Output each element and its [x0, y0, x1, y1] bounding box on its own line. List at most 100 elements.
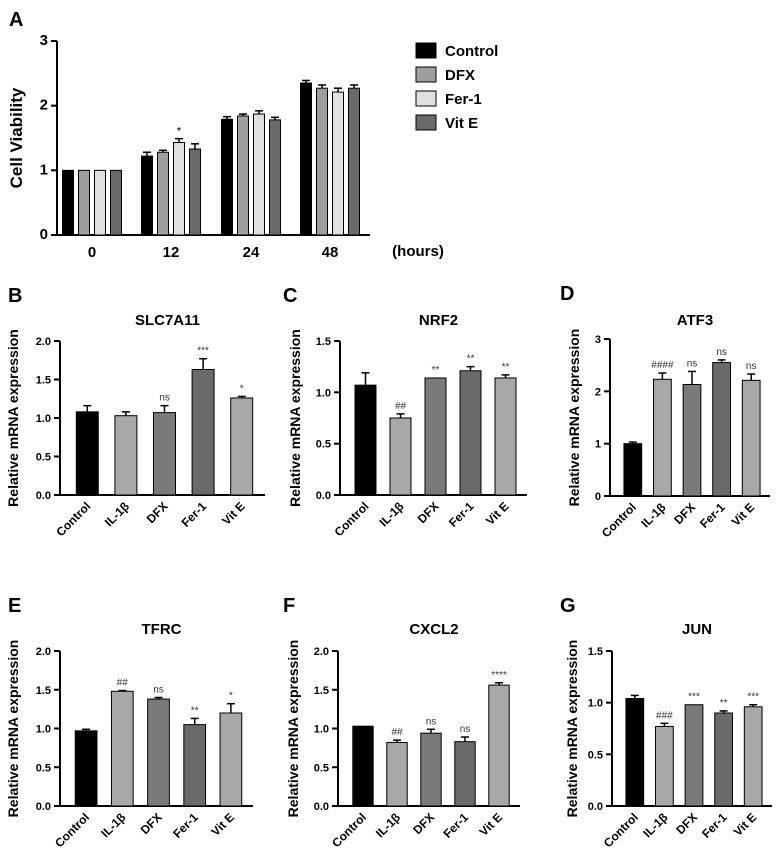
G-y-tick-label: 0.0 — [588, 801, 603, 813]
bar-D-control — [623, 443, 643, 497]
bar-B-fer-1 — [191, 368, 215, 496]
legend-label: Control — [445, 43, 498, 60]
bar-fer-1-0 — [94, 169, 106, 236]
panel-E: E 0.0 0.5 1.0 1.5 2.0 Relative mRNA expression… — [5, 595, 253, 850]
bar-D-vit-e — [741, 379, 761, 497]
bar-control-24 — [221, 118, 233, 236]
D-sig-label: ns — [746, 361, 757, 372]
A-sig-label: * — [177, 126, 182, 138]
bar-fer-1-24 — [253, 113, 265, 236]
B-y-tick-label: 0.5 — [36, 452, 51, 464]
legend-label: Fer-1 — [445, 91, 482, 108]
F-y-tick-label: 0.5 — [314, 762, 329, 774]
panel-B: B 0.0 0.5 1.0 1.5 2.0 Relative mRNA expression… — [5, 285, 265, 539]
G-y-tick-label: 1.0 — [588, 698, 603, 710]
bar-F-fer-1 — [454, 741, 476, 807]
D-y-tick-label: 2 — [595, 386, 601, 398]
D-sig-label: ns — [687, 358, 698, 369]
panel-label-E: E — [8, 595, 21, 617]
G-y-axis-title: Relative mRNA expression — [564, 640, 580, 818]
panel-label-F: F — [283, 595, 295, 617]
bar-G-control — [625, 698, 645, 807]
E-sig-label: ** — [191, 705, 199, 716]
G-y-tick-label: 1.5 — [588, 646, 603, 658]
panel-label-B: B — [8, 285, 22, 307]
F-sig-label: ## — [391, 727, 403, 738]
G-sig-label: ### — [656, 710, 673, 721]
F-y-tick-label: 1.5 — [314, 685, 329, 697]
bar-E-il-1- — [110, 690, 134, 807]
F-y-axis-title: Relative mRNA expression — [285, 640, 301, 818]
chart-title-E: TFRC — [142, 621, 182, 638]
F-y-tick-label: 0.0 — [314, 801, 329, 813]
C-y-tick-label: 1.5 — [316, 336, 331, 348]
F-x-tick-label: IL-1β — [373, 810, 403, 840]
E-x-tick-label: Fer-1 — [170, 810, 201, 841]
E-y-tick-label: 2.0 — [36, 646, 51, 658]
panel-label-G: G — [560, 595, 576, 617]
B-x-tick-label: Control — [53, 499, 93, 539]
E-sig-label: ## — [117, 678, 129, 689]
F-x-tick-label: Control — [329, 810, 369, 850]
B-x-tick-label: Fer-1 — [179, 499, 210, 530]
G-sig-label: *** — [747, 692, 759, 703]
bar-B-vit-e — [230, 397, 254, 496]
bar-control-48 — [300, 82, 312, 236]
bar-G-fer-1 — [714, 712, 733, 807]
C-x-tick-label: Vit E — [483, 499, 512, 528]
panel-label-A: A — [9, 9, 23, 31]
F-sig-label: **** — [491, 670, 507, 681]
A-y-tick-label: 1 — [40, 161, 48, 178]
F-sig-label: ns — [460, 724, 471, 735]
bar-G-dfx — [684, 704, 704, 807]
panel-F: F 0.0 0.5 1.0 1.5 2.0 Relative mRNA expression… — [283, 595, 520, 850]
B-x-tick-label: Vit E — [219, 499, 248, 528]
G-sig-label: *** — [688, 692, 700, 703]
C-x-tick-label: DFX — [415, 499, 442, 526]
D-x-tick-label: DFX — [671, 500, 698, 527]
A-y-tick-label: 0 — [40, 226, 48, 243]
legend-label: DFX — [445, 67, 475, 84]
D-y-tick-label: 1 — [595, 439, 601, 451]
B-y-tick-label: 1.5 — [36, 375, 51, 387]
bar-B-dfx — [153, 412, 176, 496]
B-y-tick-label: 0.0 — [36, 490, 51, 502]
B-sig-label: * — [240, 383, 244, 394]
bar-E-fer-1 — [183, 724, 207, 807]
C-y-axis-title: Relative mRNA expression — [287, 329, 303, 507]
bar-C-control — [354, 384, 377, 496]
E-y-tick-label: 0.5 — [36, 762, 51, 774]
D-sig-label: ns — [716, 347, 727, 358]
bar-F-il-1- — [386, 741, 408, 807]
panel-D: D 0 1 2 3 Relative mRNA expression ATF3 Control… — [560, 283, 770, 540]
E-x-tick-label: IL-1β — [98, 810, 128, 840]
bar-D-fer-1 — [712, 362, 731, 497]
B-x-tick-label: DFX — [144, 499, 171, 526]
F-y-tick-label: 1.0 — [314, 724, 329, 736]
B-x-tick-label: IL-1β — [102, 499, 132, 529]
F-sig-label: ns — [426, 716, 437, 727]
F-y-tick-label: 2.0 — [314, 646, 329, 658]
C-sig-label: ** — [432, 365, 440, 376]
G-x-tick-label: Control — [601, 810, 641, 850]
bar-vit-e-24 — [269, 119, 281, 236]
G-sig-label: ** — [720, 698, 728, 709]
panel-G: G 0.0 0.5 1.0 1.5 Relative mRNA expression JUN… — [560, 595, 772, 850]
D-y-tick-label: 0 — [595, 491, 601, 503]
D-y-tick-label: 3 — [595, 334, 601, 346]
bar-G-vit-e — [743, 706, 763, 807]
A-y-tick-label: 2 — [40, 97, 48, 114]
A-x-tick-label: 0 — [88, 244, 96, 261]
E-sig-label: * — [229, 691, 233, 702]
G-x-tick-label: Vit E — [731, 810, 760, 839]
bar-F-control — [352, 725, 374, 807]
C-x-tick-label: Fer-1 — [446, 499, 477, 530]
D-x-tick-label: IL-1β — [638, 500, 668, 530]
bar-C-dfx — [424, 377, 447, 496]
A-y-tick-label: 3 — [40, 32, 48, 49]
C-sig-label: ** — [467, 354, 475, 365]
legend-label: Vit E — [445, 115, 478, 132]
bar-E-vit-e — [219, 712, 243, 807]
panel-C: C 0.0 0.5 1.0 1.5 Relative mRNA expression NRF… — [283, 285, 527, 539]
